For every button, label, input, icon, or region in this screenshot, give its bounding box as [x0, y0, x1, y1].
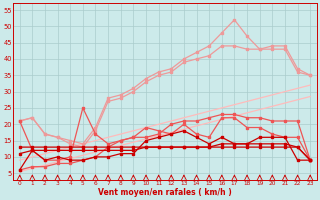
X-axis label: Vent moyen/en rafales ( km/h ): Vent moyen/en rafales ( km/h ): [98, 188, 232, 197]
